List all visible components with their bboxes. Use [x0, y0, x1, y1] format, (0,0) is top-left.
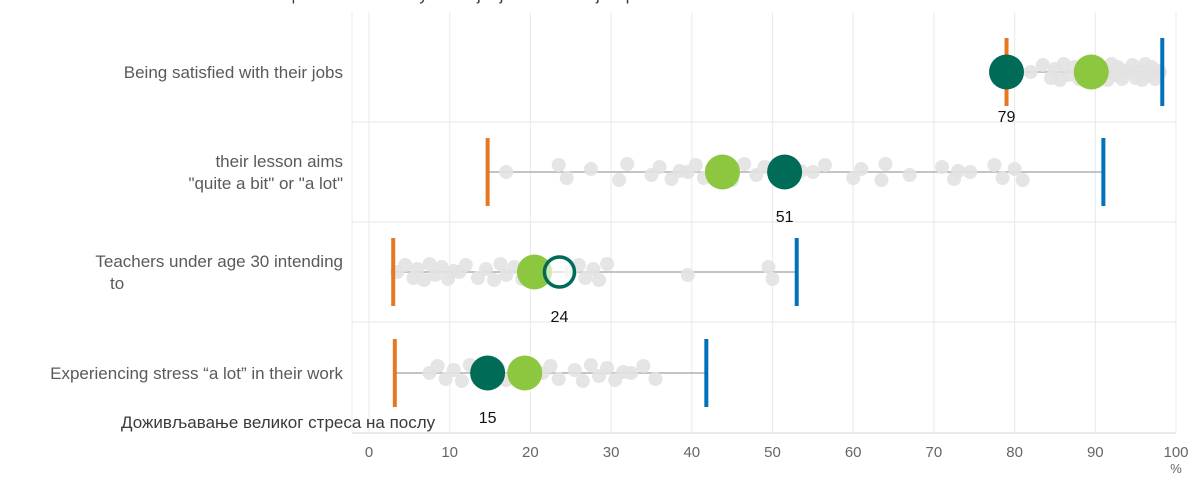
other-country-dot — [846, 171, 861, 185]
other-country-dot — [583, 162, 598, 176]
other-country-dot — [934, 160, 949, 174]
other-country-dot — [422, 257, 437, 271]
other-country-dot — [567, 363, 582, 377]
other-country-dot — [559, 171, 574, 185]
row-label: Teachers under age 30 intending — [95, 252, 343, 271]
row-sublabel: Успешно постизање циљева наставе у знача… — [121, 0, 645, 4]
row-label: to — [110, 274, 124, 293]
other-country-dot — [1056, 57, 1071, 71]
row-sublabel: Доживљавање великог стреса на послу — [121, 413, 436, 432]
other-country-dot — [543, 359, 558, 373]
other-country-dot — [1007, 162, 1022, 176]
other-country-dot — [600, 361, 615, 375]
country-value-label: 24 — [551, 309, 569, 326]
other-country-dot — [600, 257, 615, 271]
x-tick-label: 40 — [683, 444, 700, 461]
other-country-dot — [434, 260, 449, 274]
other-country-dot — [737, 157, 752, 171]
x-tick-label: 20 — [522, 444, 539, 461]
other-country-dot — [624, 366, 639, 380]
other-country-dot — [636, 359, 651, 373]
other-country-dot — [454, 374, 469, 388]
x-axis: 0 10 20 30 40 50 60 70 80 90 100% — [352, 432, 1189, 476]
other-country-dot — [458, 258, 473, 272]
grid-layer — [351, 12, 1177, 433]
row-label: Experiencing stress “a lot” in their wor… — [50, 364, 343, 383]
row-label: "quite a bit" or "a lot" — [188, 174, 343, 193]
other-country-dot — [487, 273, 502, 287]
other-country-dot — [578, 271, 593, 285]
chart-row: their lesson aims "quite a bit" or "a lot… — [121, 0, 1106, 226]
other-country-dot — [963, 165, 978, 179]
row-label: their lesson aims — [215, 152, 343, 171]
x-tick-label: 90 — [1087, 444, 1104, 461]
other-country-dot — [446, 363, 461, 377]
x-tick-label: 50 — [764, 444, 781, 461]
country-dot — [767, 154, 803, 190]
x-tick-label: 60 — [845, 444, 862, 461]
country-dot — [989, 54, 1025, 90]
country-dot — [542, 255, 577, 289]
other-country-dot — [479, 262, 494, 276]
other-country-dot — [1152, 65, 1167, 79]
other-country-dot — [817, 158, 832, 172]
x-tick-label: 30 — [603, 444, 620, 461]
other-country-dot — [591, 273, 606, 287]
other-country-dot — [680, 268, 695, 282]
average-dot — [507, 355, 543, 391]
chart-row: Experiencing stress “a lot” in their wor… — [50, 339, 709, 432]
country-dot — [470, 355, 506, 391]
other-country-dot — [438, 372, 453, 386]
x-unit-label: % — [1170, 461, 1182, 476]
other-country-dot — [398, 258, 413, 272]
x-tick-label: 10 — [441, 444, 458, 461]
other-country-dot — [551, 158, 566, 172]
x-tick-label: 80 — [1006, 444, 1023, 461]
other-country-dot — [688, 158, 703, 172]
other-country-dot — [1023, 65, 1038, 79]
x-tick-label: 70 — [926, 444, 943, 461]
other-country-dot — [987, 158, 1002, 172]
average-dot — [704, 154, 740, 190]
country-value-label: 79 — [998, 109, 1016, 126]
x-tick-label: 0 — [365, 444, 373, 461]
country-value-label: 51 — [776, 209, 794, 226]
other-country-dot — [761, 260, 776, 274]
other-country-dot — [765, 272, 780, 286]
other-country-dot — [493, 257, 508, 271]
other-country-dot — [575, 374, 590, 388]
other-country-dot — [878, 157, 893, 171]
other-country-dot — [951, 164, 966, 178]
other-country-dot — [1035, 58, 1050, 72]
other-country-dot — [874, 173, 889, 187]
other-country-dot — [995, 171, 1010, 185]
other-country-dot — [499, 165, 514, 179]
other-country-dot — [805, 165, 820, 179]
x-tick-label: 100 — [1163, 444, 1188, 461]
other-country-dot — [586, 262, 601, 276]
country-value-label: 15 — [479, 410, 497, 427]
other-country-dot — [470, 271, 485, 285]
other-country-dot — [416, 273, 431, 287]
average-dot — [1073, 54, 1109, 90]
other-country-dot — [1015, 173, 1030, 187]
average-dot — [516, 254, 552, 290]
other-country-dot — [648, 372, 663, 386]
other-country-dot — [902, 168, 917, 182]
other-country-dot — [652, 160, 667, 174]
other-country-dot — [410, 262, 425, 276]
other-country-dot — [583, 358, 598, 372]
row-label: Being satisfied with their jobs — [124, 63, 343, 82]
other-country-dot — [620, 157, 635, 171]
other-country-dot — [854, 162, 869, 176]
other-country-dot — [551, 372, 566, 386]
other-country-dot — [612, 173, 627, 187]
other-country-dot — [430, 359, 445, 373]
chart-row: Teachers under age 30 intending to 24 — [95, 238, 799, 326]
chart-row: Being satisfied with their jobs 79 — [124, 38, 1167, 126]
